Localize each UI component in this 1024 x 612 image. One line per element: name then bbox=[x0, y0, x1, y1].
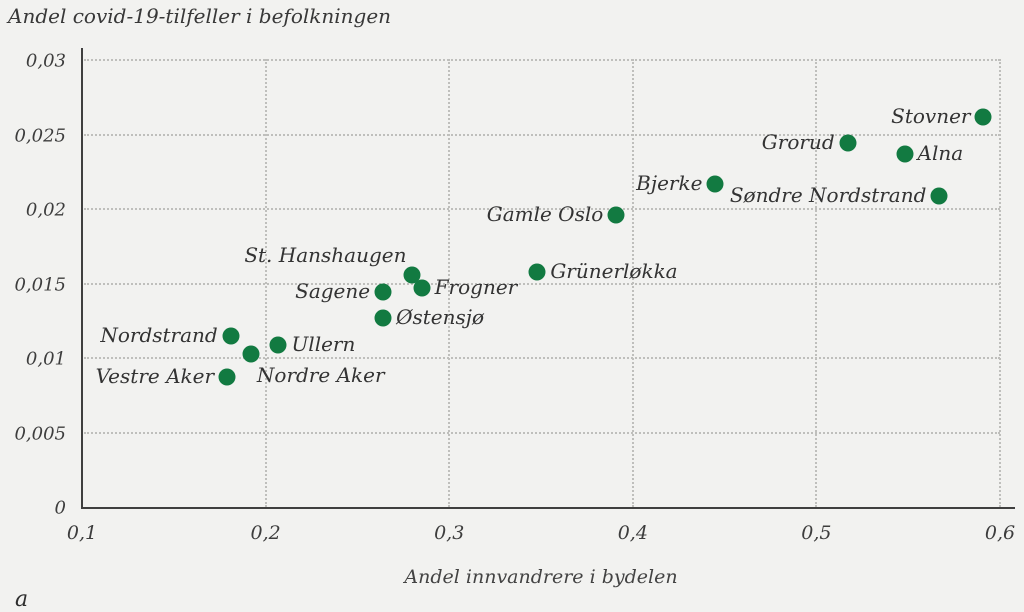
y-tick-label: 0 bbox=[54, 497, 66, 519]
data-point-dot bbox=[222, 327, 240, 345]
chart-title: Andel covid-19-tilfeller i befolkningen bbox=[8, 4, 392, 28]
data-point-label: Bjerke bbox=[636, 170, 703, 195]
y-axis-line bbox=[81, 48, 84, 509]
y-tick-label: 0,02 bbox=[25, 199, 66, 221]
x-tick-label: 0,3 bbox=[434, 522, 465, 544]
v-gridline bbox=[999, 59, 1001, 507]
data-point-dot bbox=[839, 134, 857, 152]
data-point-label: Nordre Aker bbox=[256, 362, 385, 387]
h-gridline bbox=[84, 282, 1000, 285]
data-point-label: Østensjø bbox=[396, 304, 485, 329]
data-point-label: Grünerløkka bbox=[550, 258, 678, 283]
data-point-label: Alna bbox=[917, 140, 964, 165]
y-tick-label: 0,01 bbox=[25, 348, 66, 370]
data-point-label: Ullern bbox=[291, 331, 356, 356]
data-point-label: Nordstrand bbox=[100, 322, 218, 347]
data-point-dot bbox=[242, 345, 260, 363]
v-gridline bbox=[264, 59, 267, 507]
x-tick-label: 0,1 bbox=[66, 522, 98, 544]
data-point-dot bbox=[218, 368, 236, 386]
h-gridline bbox=[84, 133, 1000, 136]
data-point-dot bbox=[896, 145, 914, 163]
data-point-label: Grorud bbox=[761, 130, 835, 155]
data-point-dot bbox=[607, 206, 625, 224]
y-tick-label: 0,025 bbox=[14, 125, 66, 146]
data-point-dot bbox=[706, 175, 724, 193]
data-point-dot bbox=[374, 309, 392, 327]
x-tick-label: 0,4 bbox=[617, 522, 648, 544]
data-point-dot bbox=[930, 187, 948, 205]
data-point-dot bbox=[403, 266, 421, 284]
x-axis-line bbox=[81, 507, 1015, 510]
data-point-dot bbox=[413, 279, 431, 297]
v-gridline bbox=[815, 59, 818, 507]
x-tick-label: 0,5 bbox=[801, 522, 832, 544]
x-tick-label: 0,6 bbox=[984, 522, 1016, 544]
h-gridline bbox=[84, 208, 1000, 210]
h-gridline bbox=[84, 59, 1000, 61]
v-gridline bbox=[448, 59, 451, 507]
x-axis-label: Andel innvandrere i bydelen bbox=[404, 566, 678, 588]
v-gridline bbox=[631, 59, 634, 507]
data-point-label: Gamle Oslo bbox=[486, 201, 604, 226]
y-tick-label: 0,03 bbox=[25, 50, 66, 72]
y-tick-label: 0,005 bbox=[14, 423, 66, 444]
data-point-dot bbox=[374, 283, 392, 301]
x-tick-label: 0,2 bbox=[250, 522, 281, 544]
y-tick-label: 0,015 bbox=[14, 274, 66, 295]
data-point-label: Sagene bbox=[295, 279, 371, 304]
h-gridline bbox=[84, 357, 1000, 359]
data-point-dot bbox=[528, 263, 546, 281]
data-point-label: St. Hanshaugen bbox=[244, 242, 407, 267]
data-point-dot bbox=[974, 108, 992, 126]
h-gridline bbox=[84, 431, 1000, 434]
figure-letter-label: a bbox=[15, 587, 29, 612]
data-point-label: Frogner bbox=[434, 274, 518, 299]
data-point-dot bbox=[269, 336, 287, 354]
data-point-label: Stovner bbox=[891, 103, 971, 128]
data-point-label: Vestre Aker bbox=[95, 364, 215, 389]
data-point-label: Søndre Nordstrand bbox=[729, 182, 927, 207]
